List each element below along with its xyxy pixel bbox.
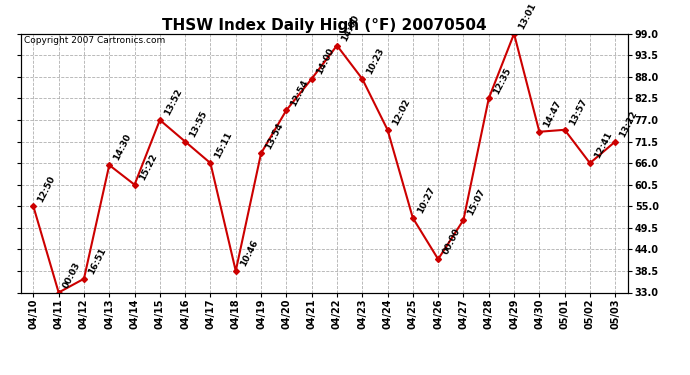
Text: Copyright 2007 Cartronics.com: Copyright 2007 Cartronics.com xyxy=(23,36,165,45)
Text: 12:54: 12:54 xyxy=(289,78,311,107)
Text: 00:03: 00:03 xyxy=(61,261,82,290)
Text: 14:47: 14:47 xyxy=(542,99,563,129)
Text: 14:00: 14:00 xyxy=(315,46,335,76)
Text: 13:01: 13:01 xyxy=(517,2,538,31)
Text: 10:23: 10:23 xyxy=(365,46,386,76)
Text: 15:11: 15:11 xyxy=(213,131,234,160)
Text: 10:27: 10:27 xyxy=(415,186,437,215)
Title: THSW Index Daily High (°F) 20070504: THSW Index Daily High (°F) 20070504 xyxy=(162,18,486,33)
Text: 13:52: 13:52 xyxy=(163,88,184,117)
Text: 13:54: 13:54 xyxy=(264,121,285,150)
Text: 14:30: 14:30 xyxy=(112,133,133,162)
Text: 14:00: 14:00 xyxy=(339,13,361,43)
Text: 13:22: 13:22 xyxy=(618,109,639,139)
Text: 13:55: 13:55 xyxy=(188,109,209,139)
Text: 12:41: 12:41 xyxy=(593,130,614,160)
Text: 12:02: 12:02 xyxy=(391,98,411,127)
Text: 15:07: 15:07 xyxy=(466,188,487,217)
Text: 13:57: 13:57 xyxy=(567,98,589,127)
Text: 16:51: 16:51 xyxy=(87,246,108,276)
Text: 15:22: 15:22 xyxy=(137,152,158,182)
Text: 12:35: 12:35 xyxy=(491,66,513,96)
Text: 00:00: 00:00 xyxy=(441,227,462,256)
Text: 10:46: 10:46 xyxy=(239,238,259,268)
Text: 12:50: 12:50 xyxy=(36,174,57,204)
